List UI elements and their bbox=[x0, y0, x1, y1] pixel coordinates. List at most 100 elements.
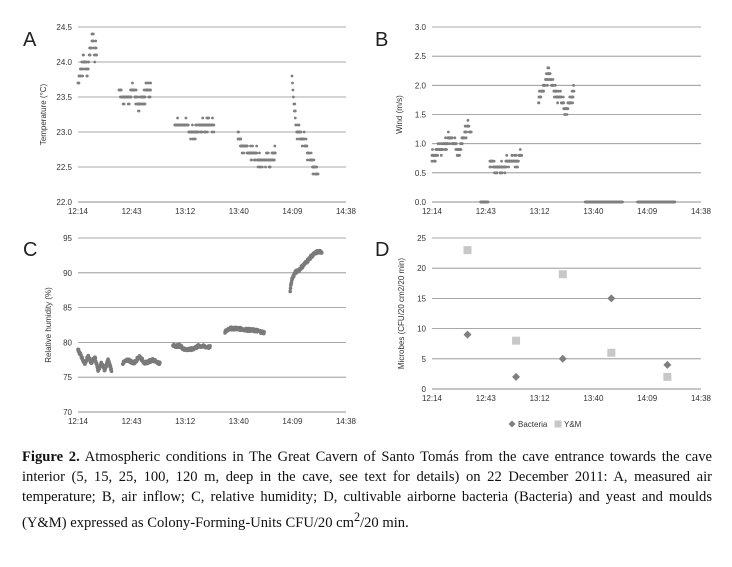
bacteria-point bbox=[463, 330, 472, 339]
y-tick-label: 1.5 bbox=[415, 111, 427, 120]
y-tick-label: 2.0 bbox=[415, 81, 427, 90]
data-point bbox=[454, 142, 458, 146]
data-point bbox=[211, 116, 214, 120]
data-point bbox=[467, 124, 471, 128]
panel-d-microbes: D 0 5 10 15 20 25 12:14 12:43 13:12 13:40 14:09 14:3… bbox=[375, 234, 712, 429]
caption-text-end: /20 min. bbox=[360, 514, 409, 531]
data-point bbox=[571, 95, 575, 99]
data-point bbox=[122, 102, 126, 106]
data-point bbox=[149, 81, 152, 85]
x-tick-label: 12:43 bbox=[476, 394, 497, 403]
data-point bbox=[88, 53, 92, 57]
data-point bbox=[291, 88, 295, 92]
data-point bbox=[562, 101, 566, 105]
data-point bbox=[561, 95, 565, 99]
data-point bbox=[444, 136, 447, 140]
y-tick-label: 24.5 bbox=[56, 23, 72, 32]
y-tick-label: 75 bbox=[63, 373, 72, 382]
y-tick-label: 70 bbox=[63, 408, 72, 417]
data-point bbox=[237, 130, 240, 134]
data-point bbox=[255, 151, 259, 155]
data-point bbox=[302, 130, 306, 134]
y-axis-title: Temperature (°C) bbox=[39, 83, 48, 145]
data-point bbox=[158, 360, 162, 365]
ym-point bbox=[463, 246, 472, 255]
data-point bbox=[208, 344, 212, 348]
data-point bbox=[94, 46, 98, 50]
caption-superscript: 2 bbox=[354, 510, 361, 524]
data-point bbox=[539, 95, 543, 99]
x-tick-label: 13:12 bbox=[175, 417, 196, 426]
data-point bbox=[500, 171, 504, 175]
data-point bbox=[460, 142, 464, 146]
x-tick-label: 12:43 bbox=[122, 417, 143, 426]
data-point bbox=[300, 144, 304, 148]
legend-label: Y&M bbox=[564, 420, 582, 429]
x-tick-label: 12:14 bbox=[422, 394, 443, 403]
x-tick-label: 12:14 bbox=[68, 417, 89, 426]
data-point bbox=[571, 101, 574, 105]
x-tick-label: 14:38 bbox=[336, 417, 357, 426]
y-tick-label: 0.0 bbox=[415, 198, 427, 207]
data-point bbox=[439, 153, 443, 157]
panel-label-a: A bbox=[23, 29, 37, 51]
y-tick-label: 25 bbox=[417, 234, 426, 243]
data-point bbox=[292, 95, 295, 99]
data-point bbox=[268, 165, 272, 169]
data-point bbox=[436, 153, 440, 157]
data-point bbox=[90, 46, 93, 50]
data-point bbox=[518, 148, 522, 151]
data-point bbox=[516, 159, 520, 163]
data-point bbox=[507, 165, 510, 169]
data-point bbox=[290, 74, 294, 78]
data-point bbox=[548, 72, 552, 76]
data-point bbox=[85, 74, 89, 78]
data-point bbox=[273, 144, 277, 148]
data-point bbox=[91, 32, 95, 36]
x-tick-label: 13:12 bbox=[530, 394, 551, 403]
data-point bbox=[450, 136, 454, 140]
y-tick-label: 5 bbox=[422, 355, 427, 364]
data-point bbox=[320, 251, 324, 255]
data-point bbox=[149, 88, 152, 92]
data-point bbox=[486, 200, 490, 204]
data-point bbox=[189, 137, 192, 141]
y-tick-label: 3.0 bbox=[415, 23, 427, 32]
data-point bbox=[572, 83, 575, 87]
data-point bbox=[93, 356, 98, 360]
panel-label-b: B bbox=[375, 29, 388, 51]
y-axis-title: Relative humidity (%) bbox=[44, 287, 53, 363]
panel-a-temperature: A 22.0 22.5 23.0 23.5 24.0 24.5 12:14 12:43 13:12… bbox=[23, 23, 357, 216]
data-point bbox=[186, 123, 190, 127]
data-point bbox=[82, 53, 85, 57]
y-tick-label: 23.5 bbox=[56, 93, 72, 102]
y-tick-label: 0.5 bbox=[415, 169, 427, 178]
data-points bbox=[76, 248, 324, 374]
data-point bbox=[129, 95, 133, 99]
x-tick-label: 14:09 bbox=[637, 207, 658, 216]
data-point bbox=[200, 130, 204, 134]
bacteria-point bbox=[512, 372, 521, 381]
x-tick-label: 13:12 bbox=[530, 207, 551, 216]
x-tick-label: 12:43 bbox=[122, 207, 143, 216]
data-point bbox=[572, 89, 576, 93]
panel-label-d: D bbox=[375, 239, 389, 261]
x-tick-label: 14:38 bbox=[691, 207, 712, 216]
data-point bbox=[510, 153, 514, 157]
data-point bbox=[136, 95, 140, 99]
data-point bbox=[464, 136, 468, 140]
data-point bbox=[553, 83, 557, 87]
data-point bbox=[91, 39, 95, 43]
y-tick-label: 22.5 bbox=[56, 163, 72, 172]
panel-b-wind: B 0.0 0.5 1.0 1.5 2.0 2.5 3.0 12:14 12:43 13:12 13:… bbox=[375, 23, 712, 216]
ym-point bbox=[558, 270, 567, 279]
panel-label-c: C bbox=[23, 239, 37, 261]
data-point bbox=[297, 123, 301, 127]
data-point bbox=[492, 159, 496, 163]
y-axis-title: Wind (m/s) bbox=[395, 95, 404, 134]
x-tick-label: 13:40 bbox=[229, 417, 250, 426]
data-point bbox=[551, 78, 555, 81]
data-point bbox=[559, 89, 562, 93]
figure-panels: A 22.0 22.5 23.0 23.5 24.0 24.5 12:14 12:43 13:12… bbox=[23, 23, 712, 429]
data-point bbox=[556, 101, 560, 105]
